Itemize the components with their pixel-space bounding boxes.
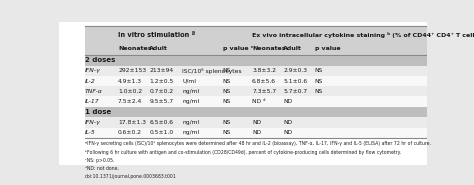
Text: 1 dose: 1 dose: [85, 109, 111, 115]
Bar: [85, 107, 427, 117]
Text: 0.5±1.0: 0.5±1.0: [149, 130, 173, 135]
Text: p value ᶜ: p value ᶜ: [223, 46, 253, 51]
Text: Adult: Adult: [149, 46, 168, 51]
Text: 6.5±0.6: 6.5±0.6: [149, 120, 173, 125]
Text: IL-2: IL-2: [85, 78, 96, 84]
Text: NS: NS: [223, 89, 231, 94]
Bar: [85, 86, 427, 96]
Bar: [85, 55, 427, 66]
Text: 3.8±3.2: 3.8±3.2: [252, 68, 276, 73]
Text: 4.9±1.3: 4.9±1.3: [118, 78, 142, 84]
Text: NS: NS: [223, 68, 231, 73]
Text: IL-17: IL-17: [85, 99, 100, 104]
Text: 6.8±5.6: 6.8±5.6: [252, 78, 276, 84]
Text: NS: NS: [223, 99, 231, 104]
Bar: [85, 66, 427, 76]
Bar: [85, 76, 427, 86]
Text: IFN-γ: IFN-γ: [85, 68, 100, 73]
Text: ng/ml: ng/ml: [182, 89, 200, 94]
Text: 5.7±0.7: 5.7±0.7: [283, 89, 308, 94]
Text: 0.6±0.2: 0.6±0.2: [118, 130, 142, 135]
Text: 2.9±0.3: 2.9±0.3: [283, 68, 307, 73]
Text: ND: ND: [252, 120, 261, 125]
Text: Neonates: Neonates: [118, 46, 152, 51]
Text: 17.8±1.3: 17.8±1.3: [118, 120, 146, 125]
Text: ND: ND: [283, 130, 292, 135]
Bar: [85, 96, 427, 107]
Text: 5.1±0.6: 5.1±0.6: [283, 78, 308, 84]
Text: ᵈND: not done.: ᵈND: not done.: [85, 166, 119, 171]
Text: NS: NS: [315, 89, 323, 94]
Bar: [85, 43, 427, 55]
Text: ND: ND: [252, 130, 261, 135]
Text: 0.7±0.2: 0.7±0.2: [149, 89, 173, 94]
Text: ng/ml: ng/ml: [182, 130, 200, 135]
Text: 292±153: 292±153: [118, 68, 146, 73]
Text: U/ml: U/ml: [182, 78, 196, 84]
Text: 213±94: 213±94: [149, 68, 173, 73]
Text: Adult: Adult: [283, 46, 302, 51]
Text: doi:10.1371/journal.pone.0003683.t001: doi:10.1371/journal.pone.0003683.t001: [85, 174, 177, 179]
Text: 2 doses: 2 doses: [85, 57, 115, 63]
Text: NS: NS: [315, 68, 323, 73]
Text: 1.0±0.2: 1.0±0.2: [118, 89, 142, 94]
Bar: [85, 26, 248, 43]
Text: ND: ND: [283, 99, 292, 104]
Text: NS: NS: [223, 78, 231, 84]
Text: NS: NS: [223, 120, 231, 125]
Text: NS: NS: [315, 78, 323, 84]
Text: 7.5±2.4: 7.5±2.4: [118, 99, 142, 104]
Text: ng/ml: ng/ml: [182, 99, 200, 104]
Bar: [85, 128, 427, 138]
Text: ng/ml: ng/ml: [182, 120, 200, 125]
Text: 9.5±5.7: 9.5±5.7: [149, 99, 173, 104]
Text: Neonates: Neonates: [252, 46, 286, 51]
Text: 7.3±5.7: 7.3±5.7: [252, 89, 276, 94]
Text: ᶜNS: p>0.05.: ᶜNS: p>0.05.: [85, 158, 114, 163]
Text: ND: ND: [283, 120, 292, 125]
Text: ISC/10⁶ splenocytes: ISC/10⁶ splenocytes: [182, 68, 242, 74]
Text: Ex vivo intracellular cytokine staining ᵇ (% of CD44⁺ CD4⁺ T cells): Ex vivo intracellular cytokine staining …: [252, 32, 474, 38]
Text: p value: p value: [315, 46, 340, 51]
Text: In vitro stimulation ª: In vitro stimulation ª: [118, 32, 195, 38]
Text: IFN-γ: IFN-γ: [85, 120, 100, 125]
Bar: [85, 117, 427, 128]
Bar: [248, 26, 427, 43]
Text: ᵇFollowing 6 hr culture with antigen and co-stimulation (CD28/CD49d), percent of: ᵇFollowing 6 hr culture with antigen and…: [85, 150, 401, 155]
Text: 1.2±0.5: 1.2±0.5: [149, 78, 173, 84]
Text: IL-5: IL-5: [85, 130, 96, 135]
Text: TNF-α: TNF-α: [85, 89, 103, 94]
Text: NS: NS: [223, 130, 231, 135]
Text: ªIFN-γ secreting cells (ISC)/10⁶ splenocytes were determined after 48 hr and IL-: ªIFN-γ secreting cells (ISC)/10⁶ splenoc…: [85, 141, 431, 147]
Text: ND ᵈ: ND ᵈ: [252, 99, 265, 104]
